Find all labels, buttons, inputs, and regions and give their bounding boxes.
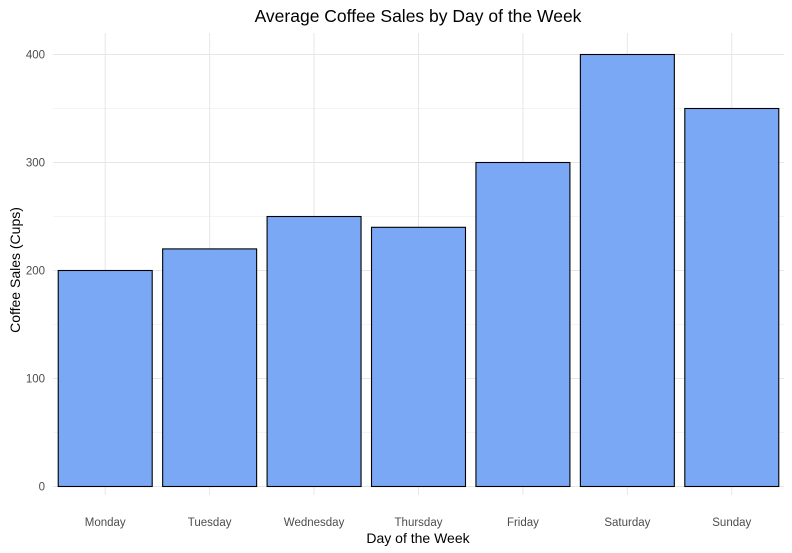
bar-tuesday [162, 248, 258, 488]
y-axis-title: Coffee Sales (Cups) [7, 207, 23, 333]
x-tick-label: Thursday [395, 517, 443, 529]
bar-saturday [579, 53, 675, 488]
x-tick-label: Saturday [604, 517, 650, 529]
x-tick-label: Tuesday [188, 517, 232, 529]
x-axis-title: Day of the Week [366, 530, 470, 546]
y-tick-label: 100 [26, 374, 45, 386]
y-tick-label: 400 [26, 50, 45, 62]
bar-wednesday [266, 215, 362, 488]
x-tick-label: Sunday [712, 517, 751, 529]
bar-thursday [370, 226, 467, 488]
x-tick-label: Monday [85, 517, 126, 529]
y-axis-ticks: 0 100 200 300 400 [26, 50, 45, 494]
x-axis-ticks: Monday Tuesday Wednesday Thursday Friday Satu… [85, 517, 752, 529]
bar-sunday [684, 107, 780, 488]
bar-monday [57, 269, 153, 488]
y-tick-label: 200 [26, 266, 45, 278]
y-tick-label: 300 [26, 158, 45, 170]
x-tick-label: Friday [507, 517, 539, 529]
bar-friday [475, 161, 571, 488]
bars [57, 53, 780, 488]
y-tick-label: 0 [39, 482, 45, 494]
x-tick-label: Wednesday [284, 517, 345, 529]
chart-title: Average Coffee Sales by Day of the Week [255, 6, 582, 26]
